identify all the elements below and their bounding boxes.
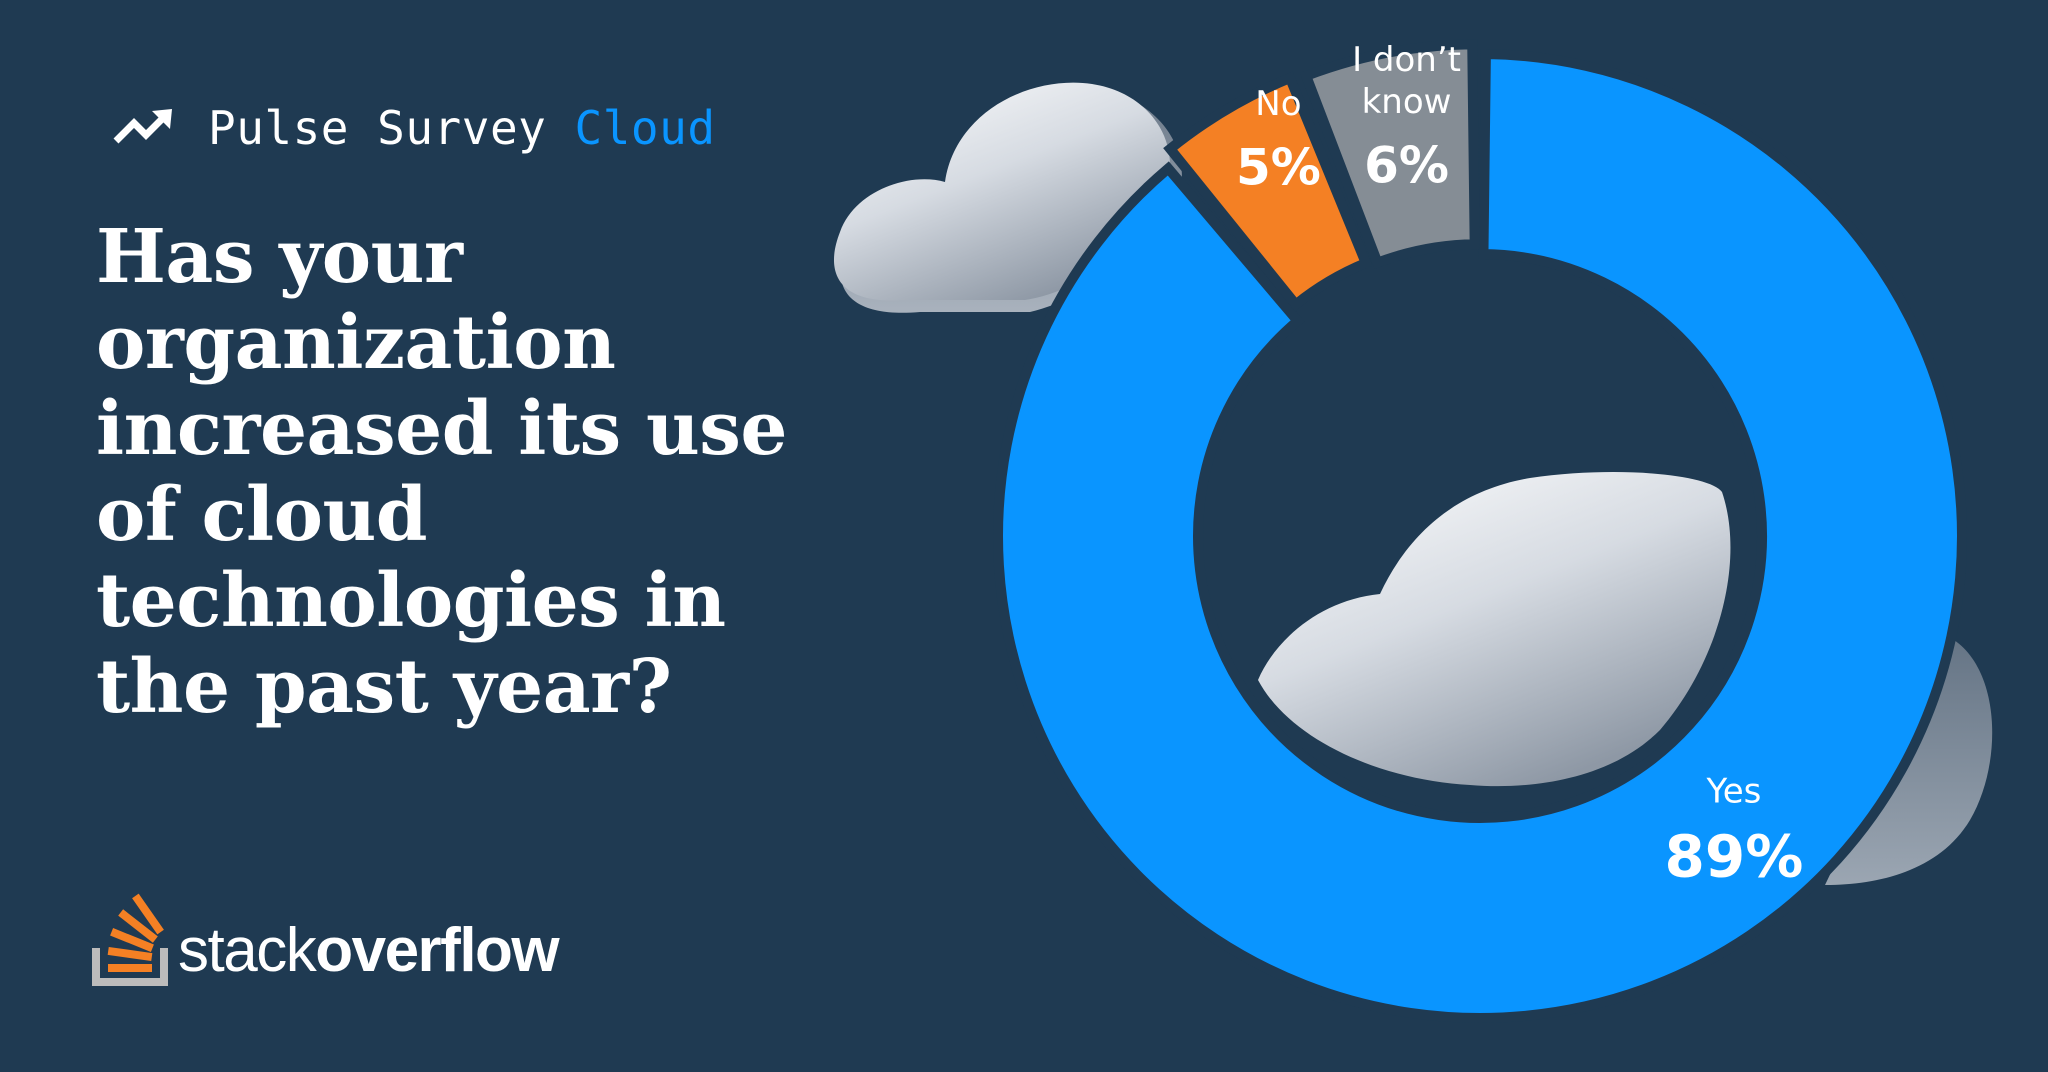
donut-slice-1	[993, 48, 1967, 1023]
survey-topic: Cloud	[574, 101, 716, 155]
slice-value-label: 6%	[1364, 136, 1449, 194]
slice-category-label: No	[1255, 84, 1301, 124]
cloud-center-icon	[1258, 472, 1731, 787]
question-heading: Has your organization increased its use …	[96, 214, 788, 730]
donut-slice-2	[1163, 71, 1373, 312]
logo-wordmark: stackoverflow	[178, 916, 560, 985]
slice-value-label: 89%	[1664, 822, 1803, 890]
survey-header: Pulse Survey Cloud	[112, 100, 716, 156]
slice-value-label: 5%	[1236, 139, 1321, 197]
slice-category-label: know	[1362, 82, 1452, 122]
trending-up-icon	[113, 109, 172, 144]
donut-slice-3	[1299, 39, 1480, 270]
donut-slices	[993, 39, 1967, 1023]
slice-category-label: I don’t	[1352, 40, 1461, 80]
stack-overflow-logo-icon	[92, 893, 168, 986]
stack-overflow-logo[interactable]: stackoverflow	[90, 888, 560, 988]
slice-category-label: Yes	[1705, 772, 1761, 812]
survey-title: Pulse Survey	[208, 101, 547, 155]
